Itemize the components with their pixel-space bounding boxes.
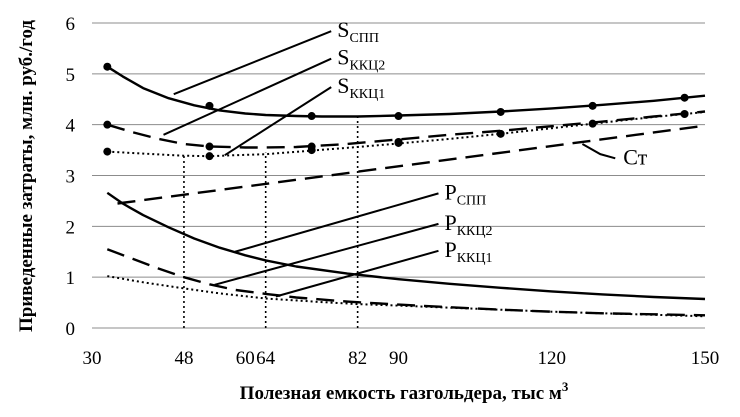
x-tick-labels: 30 48 60 64 82 90 120 150 (83, 348, 720, 369)
annotation-main: P (444, 210, 456, 235)
annotation-sub: СПП (457, 193, 487, 208)
annotation-label: SККЦ2 (337, 45, 385, 74)
x-tick-label: 30 (83, 348, 102, 369)
series-group (106, 65, 706, 318)
y-tick-label: 0 (66, 319, 76, 340)
x-tick-label: 60 (236, 348, 255, 369)
x-tick-label: 48 (174, 348, 193, 369)
x-axis-title-sup: 3 (562, 379, 569, 394)
vertical-markers (183, 116, 359, 328)
series-marker (496, 107, 505, 116)
series-marker (103, 120, 112, 129)
series-line (106, 248, 706, 317)
annotation-leader (173, 30, 332, 96)
annotation-sub: ККЦ1 (349, 87, 385, 102)
x-tick-label: 82 (348, 348, 367, 369)
annotation-sub: СПП (349, 31, 379, 46)
x-tick-label: 90 (389, 348, 408, 369)
annotation-label: PККЦ1 (444, 237, 492, 266)
annotation-leader (234, 192, 439, 253)
series-marker (680, 93, 689, 102)
series-marker (307, 146, 316, 155)
y-tick-label: 5 (66, 65, 76, 86)
annotation-main: S (337, 45, 349, 70)
y-tick-label: 4 (66, 116, 76, 137)
series-marker (588, 101, 597, 110)
annotation-main: S (337, 17, 349, 42)
y-tick-label: 3 (66, 167, 76, 188)
annotation-label: PККЦ2 (444, 210, 492, 239)
y-tick-label: 1 (66, 268, 76, 289)
y-tick-labels: 0 1 2 3 4 5 6 (66, 14, 76, 340)
annotation-sub: ККЦ1 (457, 251, 493, 266)
annotation-main: P (444, 237, 456, 262)
series-marker (103, 147, 112, 156)
series-marker (307, 112, 316, 121)
annotation-label: PСПП (444, 179, 486, 208)
series-marker (205, 152, 214, 161)
series-marker (394, 112, 403, 121)
series-line (106, 110, 706, 149)
series-marker (394, 138, 403, 147)
series-marker (103, 62, 112, 71)
x-axis-title-text: Полезная емкость газгольдера, тыс м (240, 383, 562, 404)
series-line (107, 111, 706, 158)
series-marker (588, 119, 597, 128)
marker-group (103, 62, 689, 161)
annotation-label: Ст (623, 144, 647, 169)
annotation-leader (163, 57, 332, 136)
annotation-leader (224, 86, 332, 157)
grid-lines (92, 22, 705, 329)
annotation-main: S (337, 73, 349, 98)
y-tick-label: 2 (66, 217, 76, 238)
annotation-leader (275, 249, 439, 298)
annotation-leader (214, 222, 439, 286)
series-marker (205, 101, 214, 110)
series-marker (496, 129, 505, 138)
y-tick-label: 6 (66, 14, 76, 35)
series-marker (205, 142, 214, 151)
series-line (106, 191, 706, 301)
annotation-label: SСПП (337, 17, 379, 46)
annotation-sub: ККЦ2 (349, 59, 385, 74)
annotation-sub: ККЦ2 (457, 224, 493, 239)
series-line (117, 124, 706, 205)
annotation-main: Ст (623, 144, 647, 169)
x-axis-title: Полезная емкость газгольдера, тыс м3 (240, 379, 569, 404)
y-axis-title: Приведенные затраты, млн. руб./год (16, 20, 37, 332)
annotation-label: SККЦ1 (337, 73, 385, 102)
x-tick-label: 64 (256, 348, 276, 369)
series-marker (680, 109, 689, 118)
x-tick-label: 120 (538, 348, 567, 369)
x-tick-label: 150 (691, 348, 720, 369)
annotation-main: P (444, 179, 456, 204)
annotation-leader (581, 143, 616, 160)
